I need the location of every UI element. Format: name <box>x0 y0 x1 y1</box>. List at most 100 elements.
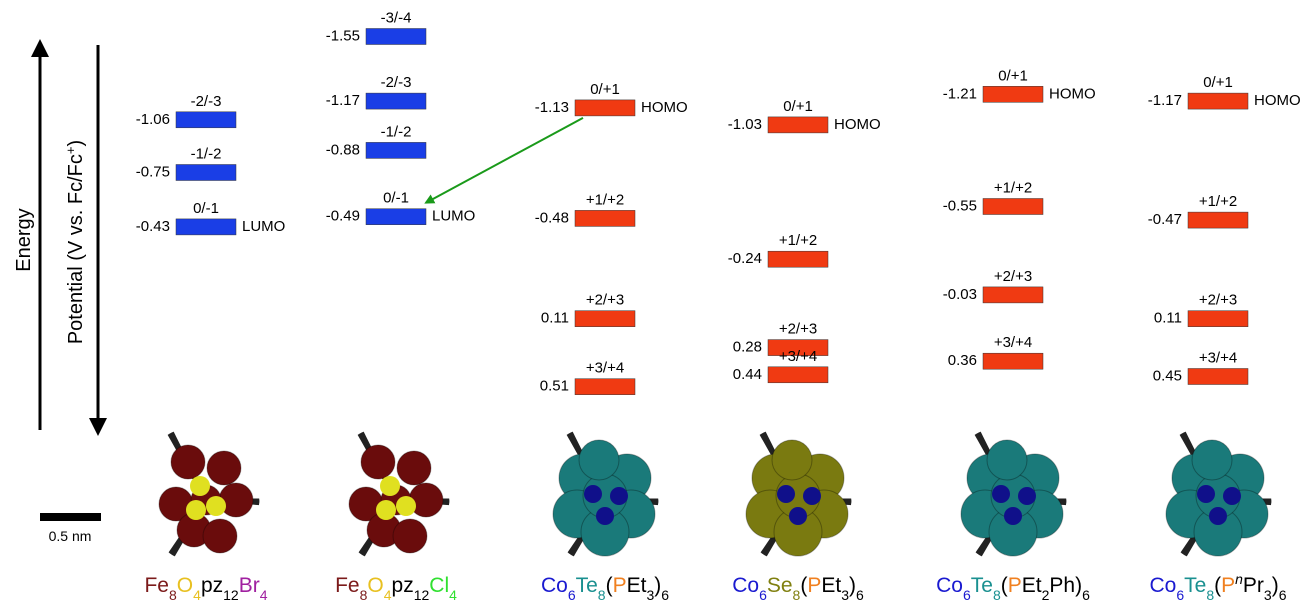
formula-part: Co <box>541 574 568 597</box>
level-value: 0.51 <box>540 378 569 395</box>
transition-label: -1/-2 <box>381 123 412 140</box>
formula-part: 8 <box>1206 587 1214 603</box>
level-value: 0.36 <box>948 352 977 369</box>
molecule <box>159 432 259 555</box>
formula-part: 8 <box>793 587 801 603</box>
formula-part: ( <box>606 574 613 597</box>
atom <box>190 476 210 496</box>
level-value: -0.55 <box>943 197 977 214</box>
transition-label: -2/-3 <box>381 74 412 91</box>
transition-label: 0/+1 <box>998 67 1028 84</box>
scale-label: 0.5 nm <box>49 528 92 544</box>
level-value: -1.17 <box>1148 92 1182 109</box>
orbital-tag: HOMO <box>834 116 881 133</box>
formula-part: pz <box>392 574 414 597</box>
compound-name: Co6Se8(PEt3)6 <box>732 574 864 603</box>
level-bar <box>366 142 426 158</box>
level-value: -0.47 <box>1148 211 1182 228</box>
atom <box>206 496 226 516</box>
formula-part: 8 <box>993 587 1001 603</box>
formula-part: 6 <box>661 587 669 603</box>
orbital-tag: LUMO <box>432 208 475 225</box>
formula-part: 6 <box>759 587 767 603</box>
atom <box>393 519 427 553</box>
level-value: -1.13 <box>535 99 569 116</box>
level-bar <box>575 210 635 226</box>
atom <box>1223 487 1241 505</box>
compound-name: Fe8O4pz12Br4 <box>144 574 267 603</box>
potential-label: Potential (V vs. Fc/Fc+) <box>63 140 88 344</box>
formula-part: Br <box>239 574 260 597</box>
level-bar <box>983 353 1043 369</box>
compound-name: Fe8O4pz12Cl4 <box>335 574 457 603</box>
atom <box>772 440 812 480</box>
level-bar <box>768 251 828 267</box>
formula-part: 3 <box>841 587 849 603</box>
formula-part: Co <box>732 574 759 597</box>
atom <box>610 487 628 505</box>
transition-label: 0/-1 <box>383 190 409 207</box>
level-value: -0.75 <box>136 163 170 180</box>
transition-label: 0/+1 <box>1203 74 1233 91</box>
formula-part: Fe <box>144 574 169 597</box>
level-bar <box>575 100 635 116</box>
transfer-arrow <box>426 118 583 203</box>
atom <box>219 483 253 517</box>
level-value: -0.24 <box>728 250 762 267</box>
transition-label: 0/+1 <box>590 81 620 98</box>
level-bar <box>366 29 426 45</box>
formula-part: pz <box>201 574 223 597</box>
level-value: -1.17 <box>326 92 360 109</box>
level-bar <box>1188 93 1248 109</box>
level-bar <box>983 86 1043 102</box>
formula-part: Cl <box>429 574 449 597</box>
potential-sup: + <box>63 147 78 155</box>
formula-part: Et <box>627 574 647 597</box>
atom <box>579 440 619 480</box>
atom <box>987 440 1027 480</box>
formula-part: Te <box>576 574 598 597</box>
transition-label: +1/+2 <box>994 179 1032 196</box>
atom <box>992 485 1010 503</box>
atom <box>596 507 614 525</box>
transition-label: +3/+4 <box>586 360 624 377</box>
transition-label: +2/+3 <box>779 321 817 338</box>
formula-part: O <box>177 574 193 597</box>
formula-part: Et <box>821 574 841 597</box>
level-bar <box>768 117 828 133</box>
atom <box>203 519 237 553</box>
formula-part: Ph) <box>1049 574 1082 597</box>
formula-part: Et <box>1022 574 1042 597</box>
level-value: -0.48 <box>535 209 569 226</box>
transition-label: -3/-4 <box>381 9 412 26</box>
compound-name: Co6Te8(PnPr3)6 <box>1149 571 1286 603</box>
transition-label: 0/-1 <box>193 200 219 217</box>
formula-part: P <box>1221 574 1235 597</box>
formula-part: P <box>1008 574 1022 597</box>
atom <box>376 500 396 520</box>
molecule <box>1166 432 1271 556</box>
formula-part: ( <box>1214 574 1221 597</box>
atom <box>1192 440 1232 480</box>
formula-part: 3 <box>646 587 654 603</box>
level-value: -1.06 <box>136 111 170 128</box>
formula-part: 3 <box>1264 587 1272 603</box>
level-value: 0.11 <box>1154 310 1182 327</box>
transition-label: +2/+3 <box>586 292 624 309</box>
level-bar <box>176 112 236 128</box>
atom <box>1018 487 1036 505</box>
formula-part: Te <box>1184 574 1206 597</box>
transition-label: +2/+3 <box>994 268 1032 285</box>
formula-part: 4 <box>449 587 457 603</box>
formula-part: ) <box>654 574 661 597</box>
atom <box>1197 485 1215 503</box>
potential-close: ) <box>65 140 87 147</box>
transition-label: +2/+3 <box>1199 292 1237 309</box>
level-value: -0.03 <box>943 286 977 303</box>
formula-part: n <box>1235 571 1243 587</box>
transition-label: +1/+2 <box>586 191 624 208</box>
transition-label: 0/+1 <box>783 98 813 115</box>
level-value: -1.03 <box>728 116 762 133</box>
level-value: 0.45 <box>1153 367 1182 384</box>
level-bar <box>575 311 635 327</box>
